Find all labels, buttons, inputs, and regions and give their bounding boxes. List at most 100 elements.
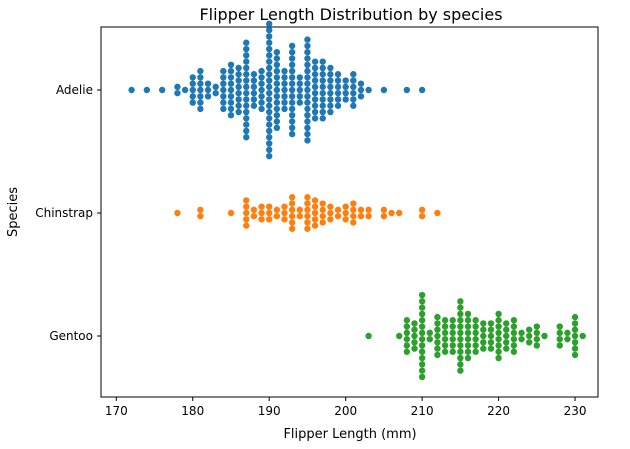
data-point xyxy=(418,291,426,299)
data-point xyxy=(250,102,258,109)
data-point xyxy=(533,335,541,343)
data-point xyxy=(304,99,311,106)
data-point xyxy=(235,108,242,116)
data-point xyxy=(411,320,418,327)
data-point xyxy=(273,74,281,81)
data-point xyxy=(281,93,288,100)
data-point xyxy=(288,225,296,232)
data-point xyxy=(288,194,296,201)
data-point xyxy=(556,323,563,330)
data-point xyxy=(266,146,273,154)
data-point xyxy=(235,77,242,84)
data-point xyxy=(449,335,456,343)
data-point xyxy=(449,317,456,324)
data-point xyxy=(327,83,334,91)
data-point xyxy=(273,61,281,68)
data-point xyxy=(357,93,365,100)
data-point xyxy=(449,329,456,337)
data-point xyxy=(510,335,518,343)
data-point xyxy=(266,115,273,122)
data-point xyxy=(311,89,319,97)
data-point xyxy=(464,310,472,318)
data-point xyxy=(327,89,334,97)
data-point xyxy=(227,99,235,106)
data-point xyxy=(464,329,472,337)
data-point xyxy=(319,83,326,91)
data-point xyxy=(311,71,319,78)
data-point xyxy=(403,323,411,330)
data-point xyxy=(503,320,510,327)
data-point xyxy=(304,124,311,131)
data-point xyxy=(266,20,273,28)
data-point xyxy=(296,80,303,87)
data-point xyxy=(266,39,273,46)
data-point xyxy=(441,342,449,349)
data-point xyxy=(189,74,196,81)
data-point xyxy=(227,74,235,81)
data-point xyxy=(304,49,311,56)
data-point xyxy=(457,317,464,324)
data-point xyxy=(342,96,349,103)
data-point xyxy=(288,112,296,119)
data-point xyxy=(327,216,334,223)
data-point xyxy=(235,83,242,91)
data-point xyxy=(250,71,258,78)
data-point xyxy=(250,96,258,103)
data-point xyxy=(243,222,250,229)
data-point xyxy=(411,326,418,333)
data-point xyxy=(235,96,242,103)
data-point xyxy=(327,71,334,78)
data-point xyxy=(418,342,426,349)
x-tick-label: 210 xyxy=(411,404,434,418)
data-point xyxy=(304,137,311,144)
data-point xyxy=(334,206,342,214)
data-point xyxy=(487,326,495,333)
data-point xyxy=(197,86,204,94)
data-point xyxy=(243,71,250,78)
data-point xyxy=(357,212,365,220)
data-point xyxy=(258,209,265,217)
data-point xyxy=(434,326,441,333)
data-point xyxy=(296,99,303,106)
data-point xyxy=(334,77,342,84)
data-point xyxy=(434,320,441,327)
data-point xyxy=(403,348,411,355)
data-point xyxy=(243,209,250,217)
data-point xyxy=(220,80,227,87)
data-point xyxy=(319,206,326,214)
data-point xyxy=(212,83,219,91)
data-point xyxy=(258,80,265,87)
data-point xyxy=(266,140,273,147)
data-point xyxy=(327,102,334,109)
data-point xyxy=(273,86,281,94)
data-point xyxy=(288,130,296,138)
data-point xyxy=(441,329,449,337)
data-point xyxy=(189,86,196,94)
data-point xyxy=(311,222,319,229)
data-point xyxy=(243,77,250,84)
data-point xyxy=(334,102,342,109)
data-point xyxy=(319,108,326,116)
data-point xyxy=(281,209,288,217)
data-point xyxy=(243,58,250,65)
series-gentoo xyxy=(365,291,586,381)
data-point xyxy=(227,209,235,217)
data-point xyxy=(304,200,311,207)
data-point xyxy=(304,194,311,201)
data-point xyxy=(434,339,441,346)
data-point xyxy=(334,89,342,97)
data-point xyxy=(441,323,449,330)
x-tick-label: 230 xyxy=(564,404,587,418)
data-points xyxy=(128,20,586,381)
data-point xyxy=(388,209,395,217)
data-point xyxy=(235,71,242,78)
data-point xyxy=(350,96,357,103)
data-point xyxy=(243,64,250,72)
data-point xyxy=(281,203,288,210)
data-point xyxy=(418,348,426,355)
data-point xyxy=(495,329,502,337)
data-point xyxy=(487,345,495,352)
data-point xyxy=(304,80,311,87)
data-point xyxy=(243,108,250,116)
data-point xyxy=(281,74,288,81)
